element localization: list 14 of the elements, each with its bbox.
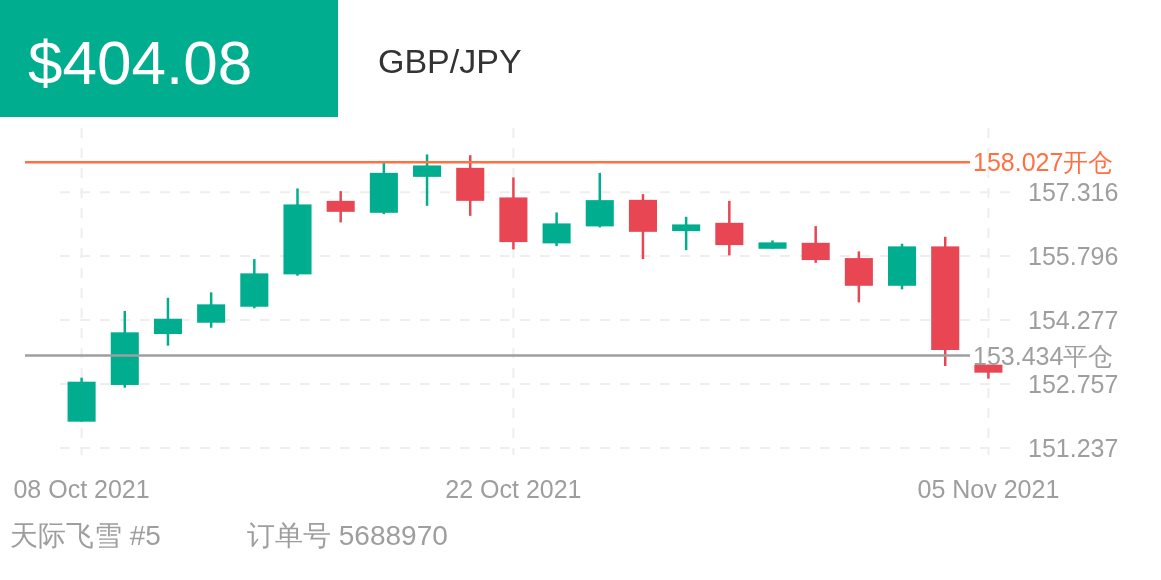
text: 订单号 5688970 bbox=[247, 520, 448, 551]
y-tick-label: 157.316 bbox=[1028, 178, 1119, 207]
chart-title: GBP/JPY bbox=[378, 42, 522, 80]
ref-line-label: 158.027开仓 bbox=[973, 148, 1114, 177]
y-tick-label: 152.757 bbox=[1028, 370, 1119, 398]
ref-line-label: 153.434平仓 bbox=[973, 341, 1114, 370]
y-tick-label: 155.796 bbox=[1028, 242, 1119, 271]
y-tick-label: 151.237 bbox=[1028, 433, 1119, 462]
x-tick-label: 08 Oct 2021 bbox=[13, 475, 150, 503]
y-tick-label: 154.277 bbox=[1028, 306, 1119, 335]
x-tick-label: 22 Oct 2021 bbox=[445, 475, 582, 503]
x-tick-label: 05 Nov 2021 bbox=[917, 475, 1060, 503]
text: 天际飞雪 #5 bbox=[10, 520, 161, 551]
chart-subtitle: $404.08 bbox=[28, 28, 253, 97]
